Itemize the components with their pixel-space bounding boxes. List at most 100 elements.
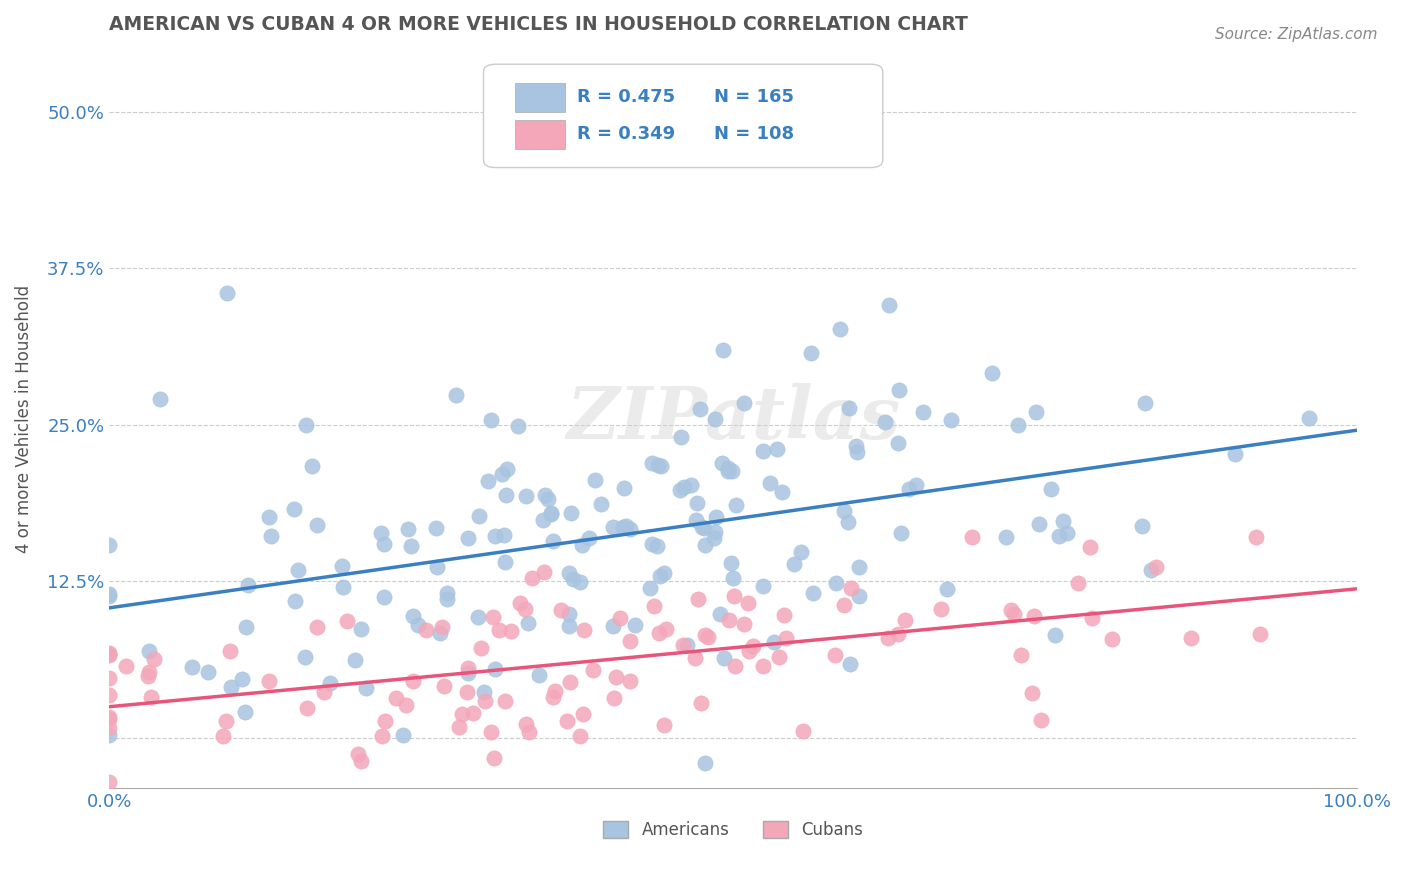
Americans: [713, 343, 735, 357]
Cubans: [314, 685, 336, 699]
Americans: [690, 520, 713, 534]
Americans: [941, 413, 963, 427]
Americans: [578, 531, 600, 545]
Americans: [890, 526, 912, 541]
Americans: [783, 558, 806, 572]
Cubans: [877, 631, 900, 645]
Americans: [758, 476, 780, 491]
Americans: [494, 555, 516, 569]
Americans: [591, 497, 613, 511]
Cubans: [792, 723, 814, 738]
Cubans: [470, 641, 492, 656]
Cubans: [752, 659, 775, 673]
Cubans: [395, 698, 418, 712]
Americans: [641, 457, 664, 471]
Americans: [558, 566, 581, 580]
Americans: [283, 502, 305, 516]
Americans: [468, 509, 491, 524]
Americans: [477, 474, 499, 488]
Americans: [912, 405, 935, 419]
Americans: [1028, 517, 1050, 532]
Americans: [569, 574, 592, 589]
Americans: [897, 483, 920, 497]
Americans: [676, 639, 699, 653]
Americans: [721, 570, 744, 584]
Cubans: [482, 751, 505, 765]
Americans: [832, 504, 855, 518]
Americans: [426, 560, 449, 574]
Americans: [803, 586, 825, 600]
Text: N = 108: N = 108: [714, 126, 794, 144]
Cubans: [370, 729, 392, 743]
Americans: [693, 538, 716, 552]
Cubans: [839, 581, 862, 595]
Americans: [648, 569, 671, 583]
Americans: [515, 489, 537, 503]
Americans: [1047, 528, 1070, 542]
Americans: [669, 483, 692, 498]
Cubans: [519, 724, 541, 739]
Cubans: [98, 712, 121, 726]
Cubans: [572, 623, 595, 637]
Americans: [873, 415, 896, 429]
Cubans: [775, 631, 797, 645]
Cubans: [960, 530, 983, 544]
Americans: [641, 537, 664, 551]
Americans: [711, 456, 734, 470]
Americans: [752, 579, 775, 593]
Americans: [704, 510, 727, 524]
Americans: [765, 442, 787, 456]
Cubans: [543, 690, 565, 704]
Americans: [889, 383, 911, 397]
Cubans: [461, 706, 484, 721]
Cubans: [572, 707, 595, 722]
Americans: [936, 582, 959, 596]
Americans: [790, 545, 813, 559]
Cubans: [1021, 686, 1043, 700]
Y-axis label: 4 or more Vehicles in Household: 4 or more Vehicles in Household: [15, 285, 32, 553]
Cubans: [509, 596, 531, 610]
Cubans: [1180, 632, 1202, 646]
Cubans: [609, 611, 631, 625]
Americans: [1007, 418, 1029, 433]
Americans: [495, 462, 517, 476]
Cubans: [142, 652, 165, 666]
Americans: [533, 488, 555, 502]
Cubans: [696, 630, 718, 644]
Cubans: [115, 659, 138, 673]
Text: R = 0.349: R = 0.349: [576, 126, 675, 144]
Cubans: [1066, 575, 1088, 590]
Cubans: [433, 679, 456, 693]
Americans: [752, 444, 775, 458]
Americans: [672, 480, 695, 494]
Cubans: [742, 639, 765, 653]
Americans: [614, 518, 637, 533]
Americans: [138, 644, 160, 658]
Cubans: [1010, 648, 1032, 663]
Americans: [540, 507, 562, 521]
Text: AMERICAN VS CUBAN 4 OR MORE VEHICLES IN HOUSEHOLD CORRELATION CHART: AMERICAN VS CUBAN 4 OR MORE VEHICLES IN …: [110, 15, 967, 34]
Text: Source: ZipAtlas.com: Source: ZipAtlas.com: [1215, 27, 1378, 42]
Americans: [703, 531, 725, 545]
Americans: [877, 298, 900, 312]
Americans: [905, 478, 928, 492]
Americans: [436, 586, 458, 600]
Americans: [235, 620, 257, 634]
Americans: [733, 395, 755, 409]
Americans: [401, 539, 423, 553]
Americans: [396, 522, 419, 536]
Americans: [1045, 628, 1067, 642]
Cubans: [1002, 607, 1025, 621]
Cubans: [219, 644, 242, 658]
Cubans: [257, 673, 280, 688]
Legend: Americans, Cubans: Americans, Cubans: [596, 814, 869, 846]
Cubans: [619, 633, 641, 648]
Cubans: [211, 729, 233, 743]
Cubans: [558, 674, 581, 689]
Cubans: [929, 601, 952, 615]
Americans: [479, 413, 502, 427]
Cubans: [689, 696, 711, 710]
Americans: [686, 496, 709, 510]
Americans: [457, 531, 479, 545]
Cubans: [499, 624, 522, 638]
